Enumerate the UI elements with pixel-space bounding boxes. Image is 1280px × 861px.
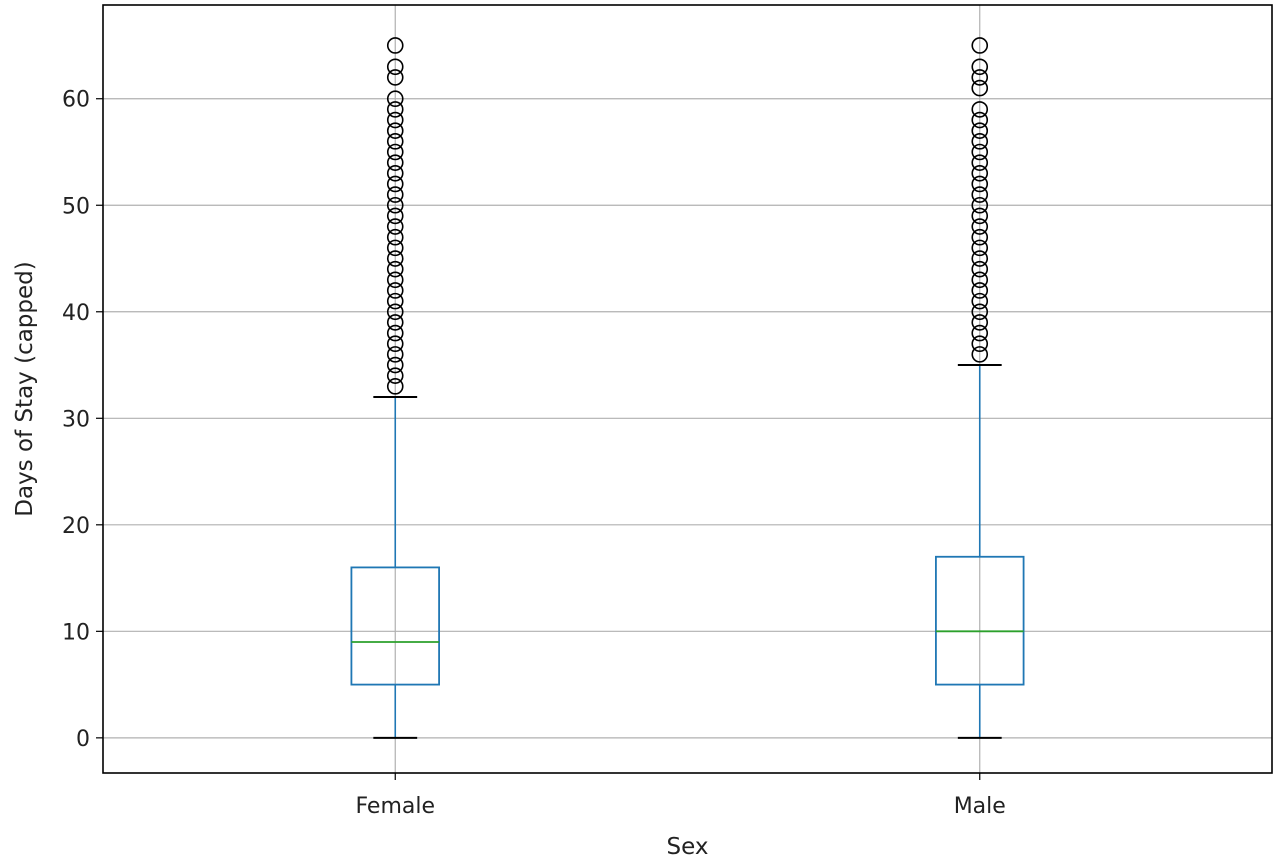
x-axis-label: Sex xyxy=(667,834,709,860)
outlier-point xyxy=(386,228,404,246)
x-tick-label: Male xyxy=(954,794,1006,819)
y-tick-label: 50 xyxy=(62,194,90,219)
outlier-point xyxy=(971,111,989,129)
outlier-point xyxy=(386,111,404,129)
box-group-male xyxy=(935,37,1025,739)
outlier-point xyxy=(386,101,404,118)
outlier-point xyxy=(386,271,404,289)
outlier-point xyxy=(971,239,989,257)
y-tick-label: 60 xyxy=(62,88,90,113)
outlier-point xyxy=(386,186,404,203)
boxes xyxy=(350,37,1025,739)
outlier-point xyxy=(971,133,989,150)
outlier-point xyxy=(971,207,989,225)
outlier-point xyxy=(971,79,989,97)
outlier-point xyxy=(971,282,989,299)
y-tick-label: 0 xyxy=(76,727,90,752)
outlier-point xyxy=(971,324,989,342)
box-group-female xyxy=(350,37,440,739)
outlier-point xyxy=(386,260,404,278)
outlier-point xyxy=(971,303,989,321)
plot-frame xyxy=(102,4,1273,774)
x-tick-label: Female xyxy=(355,794,435,819)
outlier-point xyxy=(386,133,404,150)
outlier-point xyxy=(971,314,989,331)
outlier-point xyxy=(971,218,989,235)
iqr-box xyxy=(350,566,440,686)
outlier-point xyxy=(386,175,404,193)
outlier-point xyxy=(971,37,989,54)
outlier-point xyxy=(386,58,404,76)
outlier-point xyxy=(386,282,404,299)
outlier-point xyxy=(386,143,404,161)
outlier-point xyxy=(386,37,404,54)
y-tick-label: 30 xyxy=(62,407,90,432)
outlier-point xyxy=(971,122,989,139)
outlier-point xyxy=(386,196,404,214)
outlier-point xyxy=(386,378,404,395)
outlier-point xyxy=(386,250,404,267)
outlier-point xyxy=(386,122,404,139)
outlier-point xyxy=(971,58,989,76)
outlier-point xyxy=(971,164,989,182)
outlier-point xyxy=(386,207,404,225)
outlier-point xyxy=(386,367,404,384)
outlier-point xyxy=(971,69,989,86)
grid-lines xyxy=(103,5,1272,773)
outlier-point xyxy=(971,292,989,310)
outlier-point xyxy=(971,250,989,267)
y-tick-label: 20 xyxy=(62,514,90,539)
iqr-box xyxy=(935,555,1025,686)
outlier-point xyxy=(386,90,404,108)
outlier-point xyxy=(386,292,404,310)
outlier-point xyxy=(971,154,989,171)
outlier-point xyxy=(971,186,989,203)
y-tick-label: 40 xyxy=(62,301,90,326)
y-tick-label: 10 xyxy=(62,620,90,645)
outlier-point xyxy=(971,346,989,363)
outlier-point xyxy=(386,346,404,363)
outlier-point xyxy=(386,239,404,257)
outlier-point xyxy=(386,69,404,86)
y-axis-label: Days of Stay (capped) xyxy=(12,261,38,516)
outlier-point xyxy=(386,324,404,342)
outlier-point xyxy=(971,101,989,118)
outlier-point xyxy=(971,143,989,161)
outlier-point xyxy=(386,335,404,353)
axis-ticks: 0 10 20 30 40 50 60 Female Male xyxy=(62,88,1006,819)
outlier-point xyxy=(386,218,404,235)
outlier-point xyxy=(971,196,989,214)
outlier-point xyxy=(971,175,989,193)
outlier-point xyxy=(971,260,989,278)
outlier-point xyxy=(386,154,404,171)
outlier-point xyxy=(386,314,404,331)
outlier-point xyxy=(971,335,989,353)
outlier-point xyxy=(971,271,989,289)
outlier-point xyxy=(971,228,989,246)
outlier-point xyxy=(386,303,404,321)
outlier-point xyxy=(386,164,404,182)
outlier-point xyxy=(386,356,404,374)
